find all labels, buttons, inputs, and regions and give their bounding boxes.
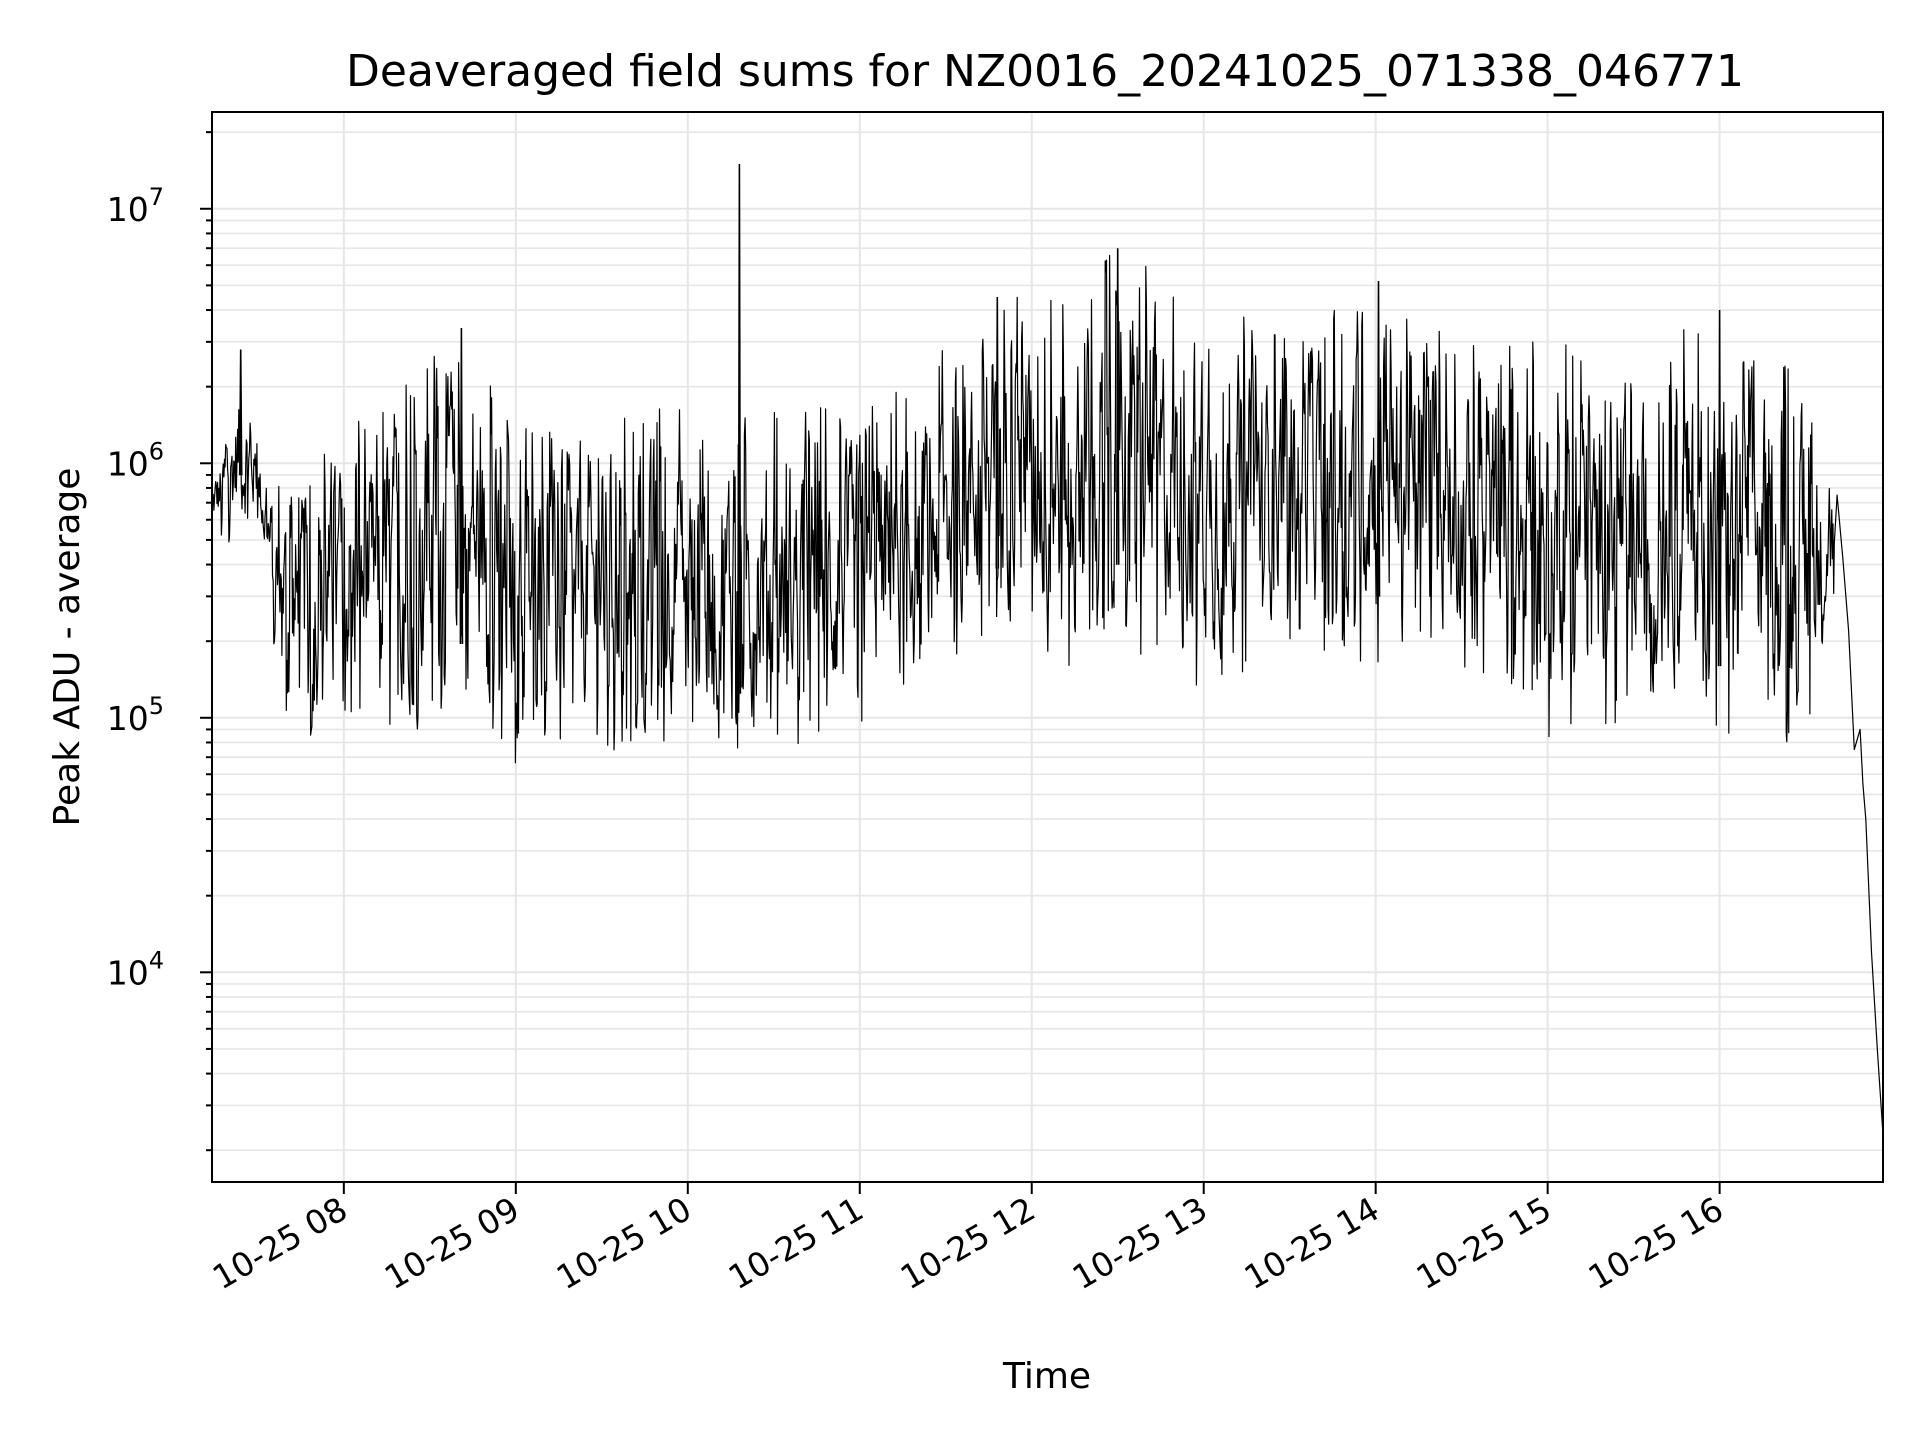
y-tick-base: 10 (107, 699, 149, 738)
spike-point (995, 296, 1000, 569)
x-tick-label: 10-25 10 (550, 1189, 698, 1297)
y-tick-base: 10 (107, 953, 149, 992)
spike-point (459, 327, 464, 645)
x-tick-label: 10-25 08 (206, 1189, 354, 1297)
y-tick-label: 106 (107, 437, 164, 483)
spike-point (1717, 309, 1722, 667)
y-tick-label: 104 (107, 946, 164, 992)
x-tick-label: 10-25 11 (722, 1189, 870, 1297)
spike-point (238, 349, 243, 476)
x-tick-label: 10-25 12 (894, 1189, 1042, 1297)
plot-frame (211, 111, 1884, 1183)
x-tick-label: 10-25 15 (1410, 1189, 1558, 1297)
y-tick-label: 107 (107, 183, 164, 229)
x-tick-label: 10-25 13 (1066, 1189, 1214, 1297)
spike-point (737, 163, 742, 694)
y-tick-base: 10 (107, 444, 149, 483)
y-axis-label: Peak ADU - average (47, 468, 88, 827)
series-line (211, 254, 1884, 1135)
x-tick-label: 10-25 14 (1238, 1189, 1386, 1297)
y-tick-exponent: 4 (149, 946, 164, 974)
series (211, 163, 1884, 1135)
y-tick-base: 10 (107, 190, 149, 229)
y-tick-exponent: 7 (149, 183, 164, 211)
y-tick-exponent: 6 (149, 437, 164, 465)
x-axis: 10-25 08 10-25 09 10-25 10 10-25 11 10-25 12… (206, 1182, 1730, 1297)
x-axis-label: Time (1002, 1356, 1091, 1397)
x-tick-label: 10-25 09 (378, 1189, 526, 1297)
y-tick-exponent: 5 (149, 692, 164, 720)
y-tick-label: 105 (107, 692, 164, 738)
x-tick-label: 10-25 16 (1582, 1189, 1730, 1297)
spike-point (1115, 248, 1120, 565)
chart-title: Deaveraged field sums for NZ0016_2024102… (346, 46, 1744, 97)
spike-point (1376, 280, 1381, 597)
